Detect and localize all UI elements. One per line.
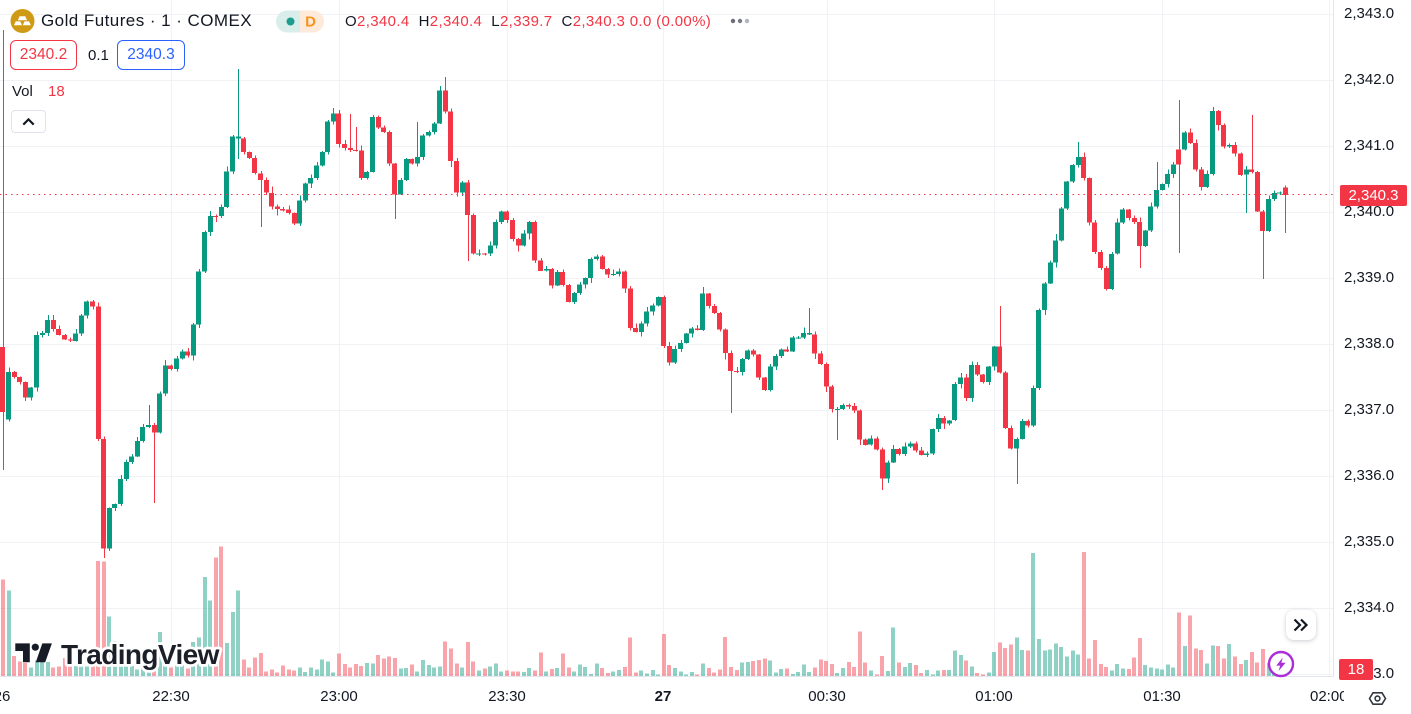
- svg-text:D: D: [305, 14, 316, 31]
- svg-text:TradingView: TradingView: [61, 639, 220, 670]
